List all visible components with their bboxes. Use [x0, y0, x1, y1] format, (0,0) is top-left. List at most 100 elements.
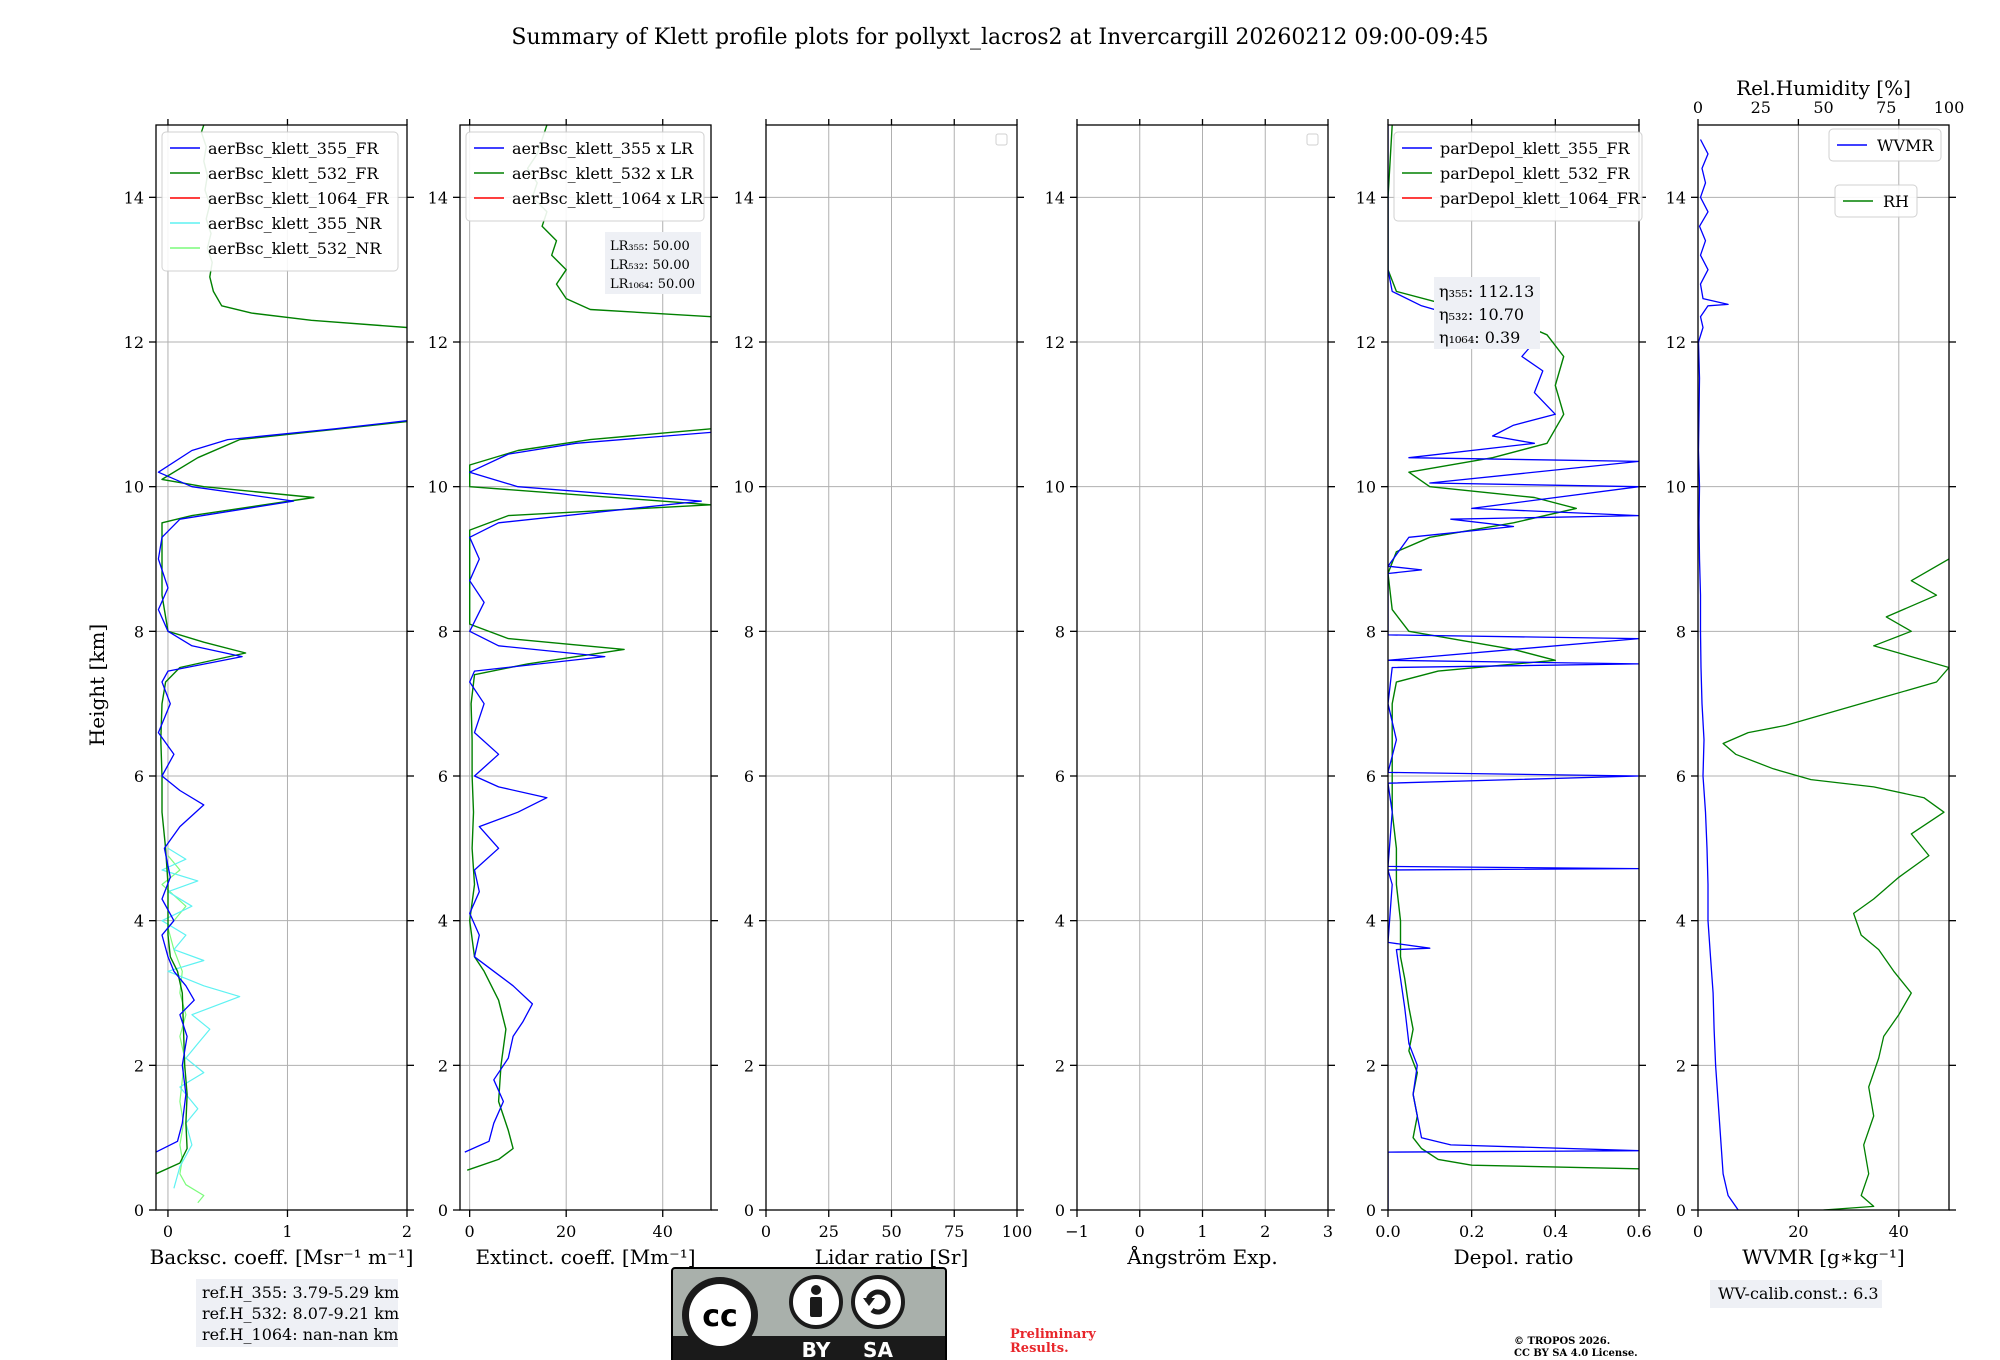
y-tick-label: 14 [428, 188, 448, 207]
x-tick-label: 0 [465, 1222, 475, 1241]
legend-label: parDepol_klett_1064_FR [1440, 189, 1641, 208]
y-tick-label: 14 [1356, 188, 1376, 207]
x-axis-label: Lidar ratio [Sr] [815, 1245, 969, 1269]
y-tick-label: 14 [1666, 188, 1686, 207]
y-tick-label: 4 [1366, 912, 1376, 931]
x-tick-label: 20 [1788, 1222, 1808, 1241]
cc-letters: cc [702, 1299, 738, 1334]
y-tick-label: 4 [438, 912, 448, 931]
y-tick-label: 6 [1676, 767, 1686, 786]
legend: parDepol_klett_355_FR parDepol_klett_532_… [1393, 131, 1643, 222]
series-line-aerbsc-klett-355-fr [156, 420, 407, 1153]
panel-depol: 0.0 0.2 0.4 0.6 0 2 4 6 8 10 12 14 Depol. ratio parDe… [1356, 119, 1652, 1269]
preliminary-line-1: Preliminary [1010, 1327, 1096, 1342]
x-tick-label: 0.4 [1543, 1222, 1568, 1241]
preliminary-line-2: Results. [1010, 1341, 1069, 1356]
x-tick-label: 0 [1135, 1222, 1145, 1241]
legend-label: aerBsc_klett_1064_FR [208, 189, 390, 208]
x-tick-label: 40 [653, 1222, 673, 1241]
series-line-aerbsc-klett-532-nr [161, 855, 205, 1204]
by-label: BY [802, 1338, 831, 1360]
series-line-pardepol-klett-355-fr [1388, 125, 1639, 1210]
x-tick-label: 40 [1889, 1222, 1909, 1241]
lr-text: LR₃₅₅: 50.00 [610, 239, 690, 254]
legend-label: aerBsc_klett_532_NR [208, 239, 382, 258]
y-tick-label: 8 [438, 622, 448, 641]
y-tick-label: 10 [1666, 478, 1686, 497]
x-tick-label: 1 [1197, 1222, 1207, 1241]
series-line-wvmr [1698, 139, 1739, 1210]
panel-wv: 0 20 40 0 2 4 6 8 10 12 14 WVMR [g∗kg⁻¹] 0 25 50 75 100 R… [1666, 76, 1964, 1308]
figure-title: Summary of Klett profile plots for polly… [511, 25, 1488, 50]
x-tick-label: 50 [881, 1222, 901, 1241]
y-tick-label: 12 [428, 333, 448, 352]
lr-text: LR₅₃₂: 50.00 [610, 258, 690, 273]
series-group [1698, 139, 1949, 1210]
legend-label: aerBsc_klett_355_FR [208, 139, 379, 158]
y-tick-label: 2 [134, 1056, 144, 1075]
top-tick-label: 75 [1876, 98, 1896, 117]
footer-group: cc BY SA Preliminary Results. © TROPOS 2… [671, 1267, 1638, 1360]
sa-arrow-head [863, 1298, 875, 1306]
top-axis-label: Rel.Humidity [%] [1736, 76, 1911, 100]
y-tick-label: 10 [1045, 478, 1065, 497]
copyright-line-2: CC BY SA 4.0 License. [1514, 1348, 1638, 1359]
calib-text: WV-calib.const.: 6.3 [1718, 1284, 1879, 1303]
refh-text: ref.H_1064: nan-nan km [202, 1325, 398, 1344]
y-tick-label: 4 [1676, 912, 1686, 931]
x-tick-label: −1 [1065, 1222, 1089, 1241]
top-tick-label: 50 [1813, 98, 1833, 117]
lr-box [605, 232, 701, 294]
y-tick-label: 14 [734, 188, 754, 207]
y-tick-label: 6 [438, 767, 448, 786]
x-tick-label: 0.6 [1626, 1222, 1651, 1241]
top-tick-label: 25 [1751, 98, 1771, 117]
y-tick-label: 4 [1055, 912, 1065, 931]
x-axis-label: Ångström Exp. [1126, 1244, 1277, 1269]
series-group [1388, 125, 1639, 1210]
legend-label: parDepol_klett_532_FR [1440, 164, 1631, 183]
x-tick-label: 20 [556, 1222, 576, 1241]
legend-label: parDepol_klett_355_FR [1440, 139, 1631, 158]
x-tick-label: 75 [944, 1222, 964, 1241]
panel-frame [155, 124, 408, 1211]
calib-box [1710, 1280, 1882, 1308]
legend-box [1828, 128, 1942, 162]
legend-label: aerBsc_klett_532 x LR [512, 164, 694, 183]
y-tick-label: 8 [134, 622, 144, 641]
x-tick-label: 25 [819, 1222, 839, 1241]
x-tick-label: 1 [282, 1222, 292, 1241]
y-tick-label: 0 [438, 1201, 448, 1220]
refh-text: ref.H_355: 3.79-5.29 km [202, 1283, 399, 1302]
empty-legend-box [995, 133, 1008, 146]
legend-label: aerBsc_klett_1064 x LR [512, 189, 704, 208]
lr-text: LR₁₀₆₄: 50.00 [610, 277, 695, 292]
empty-legend-box [1306, 133, 1319, 146]
panel-lr: 0 25 50 75 100 0 2 4 6 8 10 12 14 Lidar ratio [Sr] [734, 119, 1032, 1269]
y-tick-label: 2 [1366, 1056, 1376, 1075]
legend-label: WVMR [1877, 136, 1934, 155]
x-tick-label: 0 [163, 1222, 173, 1241]
y-tick-label: 12 [1356, 333, 1376, 352]
y-tick-label: 8 [1366, 622, 1376, 641]
x-axis-label: Backsc. coeff. [Msr⁻¹ m⁻¹] [150, 1245, 414, 1269]
y-tick-label: 4 [744, 912, 754, 931]
cc-license-badge: cc BY SA [671, 1267, 947, 1360]
legend-wvmr: WVMR [1828, 128, 1942, 162]
eta-box [1434, 277, 1540, 349]
y-tick-label: 6 [1055, 767, 1065, 786]
series-line-aerbsc-klett-355-nr [161, 847, 241, 1189]
y-tick-label: 4 [134, 912, 144, 931]
legend-box [1393, 131, 1643, 222]
sa-share-icon [851, 1275, 905, 1329]
y-tick-label: 2 [1676, 1056, 1686, 1075]
x-tick-label: 2 [1260, 1222, 1270, 1241]
legend-label: aerBsc_klett_532_FR [208, 164, 379, 183]
y-tick-label: 0 [134, 1201, 144, 1220]
y-tick-label: 10 [124, 478, 144, 497]
legend-label: aerBsc_klett_355 x LR [512, 139, 694, 158]
y-tick-label: 8 [744, 622, 754, 641]
